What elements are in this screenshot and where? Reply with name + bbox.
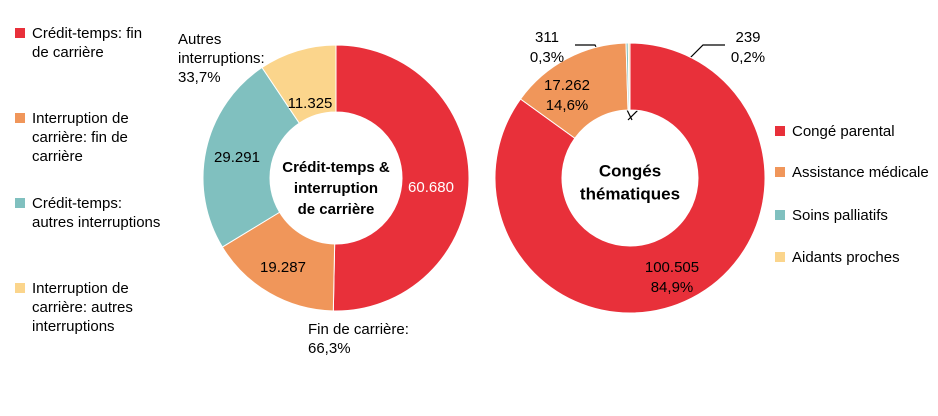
- legend-label: Crédit-temps: autres interruptions: [32, 195, 161, 231]
- value-label: 100.505: [645, 259, 699, 276]
- value-label: 60.680: [408, 179, 454, 196]
- annotation: Fin de carrière: 66,3%: [308, 321, 409, 357]
- legend-swatch: [775, 210, 785, 220]
- legend-swatch: [15, 113, 25, 123]
- donut-segment: [332, 44, 470, 312]
- annotation: Autres interruptions: 33,7%: [178, 31, 265, 86]
- center-label: Congés: [599, 161, 661, 180]
- value-label: 17.262: [544, 77, 590, 94]
- donut-segment: [261, 44, 337, 124]
- legend-label: Congé parental: [792, 123, 895, 140]
- legend-label: Interruption de carrière: fin de carrièr…: [32, 110, 129, 165]
- legend-swatch: [15, 283, 25, 293]
- value-label: 29.291: [214, 149, 260, 166]
- legend-swatch: [775, 126, 785, 136]
- center-label: interruption: [294, 180, 378, 197]
- value-label: 239: [735, 29, 760, 46]
- legend-label: Aidants proches: [792, 249, 900, 266]
- center-label: Crédit-temps &: [282, 159, 390, 176]
- donut-segment: [202, 66, 300, 248]
- legend-label: Interruption de carrière: autres interru…: [32, 280, 133, 335]
- percent-label: 14,6%: [546, 97, 589, 114]
- legend-swatch: [15, 198, 25, 208]
- donut-segment: [627, 42, 631, 111]
- percent-label: 0,3%: [530, 49, 564, 66]
- value-label: 11.325: [288, 95, 333, 112]
- percent-label: 84,9%: [651, 279, 694, 296]
- percent-label: 0,2%: [731, 49, 765, 66]
- center-label: de carrière: [298, 201, 375, 218]
- center-label: thématiques: [580, 184, 680, 203]
- legend-label: Assistance médicale: [792, 164, 929, 181]
- legend-swatch: [775, 252, 785, 262]
- legend-swatch: [15, 28, 25, 38]
- legend-label: Soins palliatifs: [792, 207, 888, 224]
- donut-segment: [494, 42, 766, 314]
- value-label: 19.287: [260, 259, 306, 276]
- legend-label: Crédit-temps: fin de carrière: [32, 25, 143, 61]
- value-label: 311: [535, 29, 559, 46]
- legend-swatch: [775, 167, 785, 177]
